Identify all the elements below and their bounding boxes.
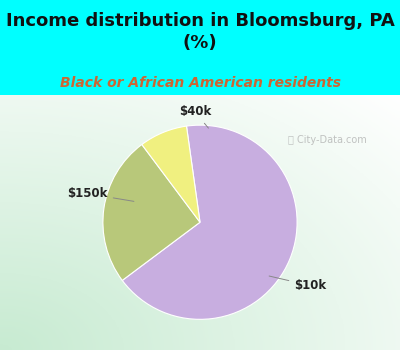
Wedge shape <box>122 125 297 319</box>
Text: $10k: $10k <box>269 276 326 292</box>
Text: $150k: $150k <box>67 187 134 201</box>
Text: Income distribution in Bloomsburg, PA
(%): Income distribution in Bloomsburg, PA (%… <box>6 12 394 52</box>
Wedge shape <box>142 126 200 222</box>
Text: $40k: $40k <box>179 105 211 128</box>
Wedge shape <box>103 145 200 280</box>
Text: ⓘ City-Data.com: ⓘ City-Data.com <box>288 135 367 146</box>
Text: Black or African American residents: Black or African American residents <box>60 76 340 90</box>
